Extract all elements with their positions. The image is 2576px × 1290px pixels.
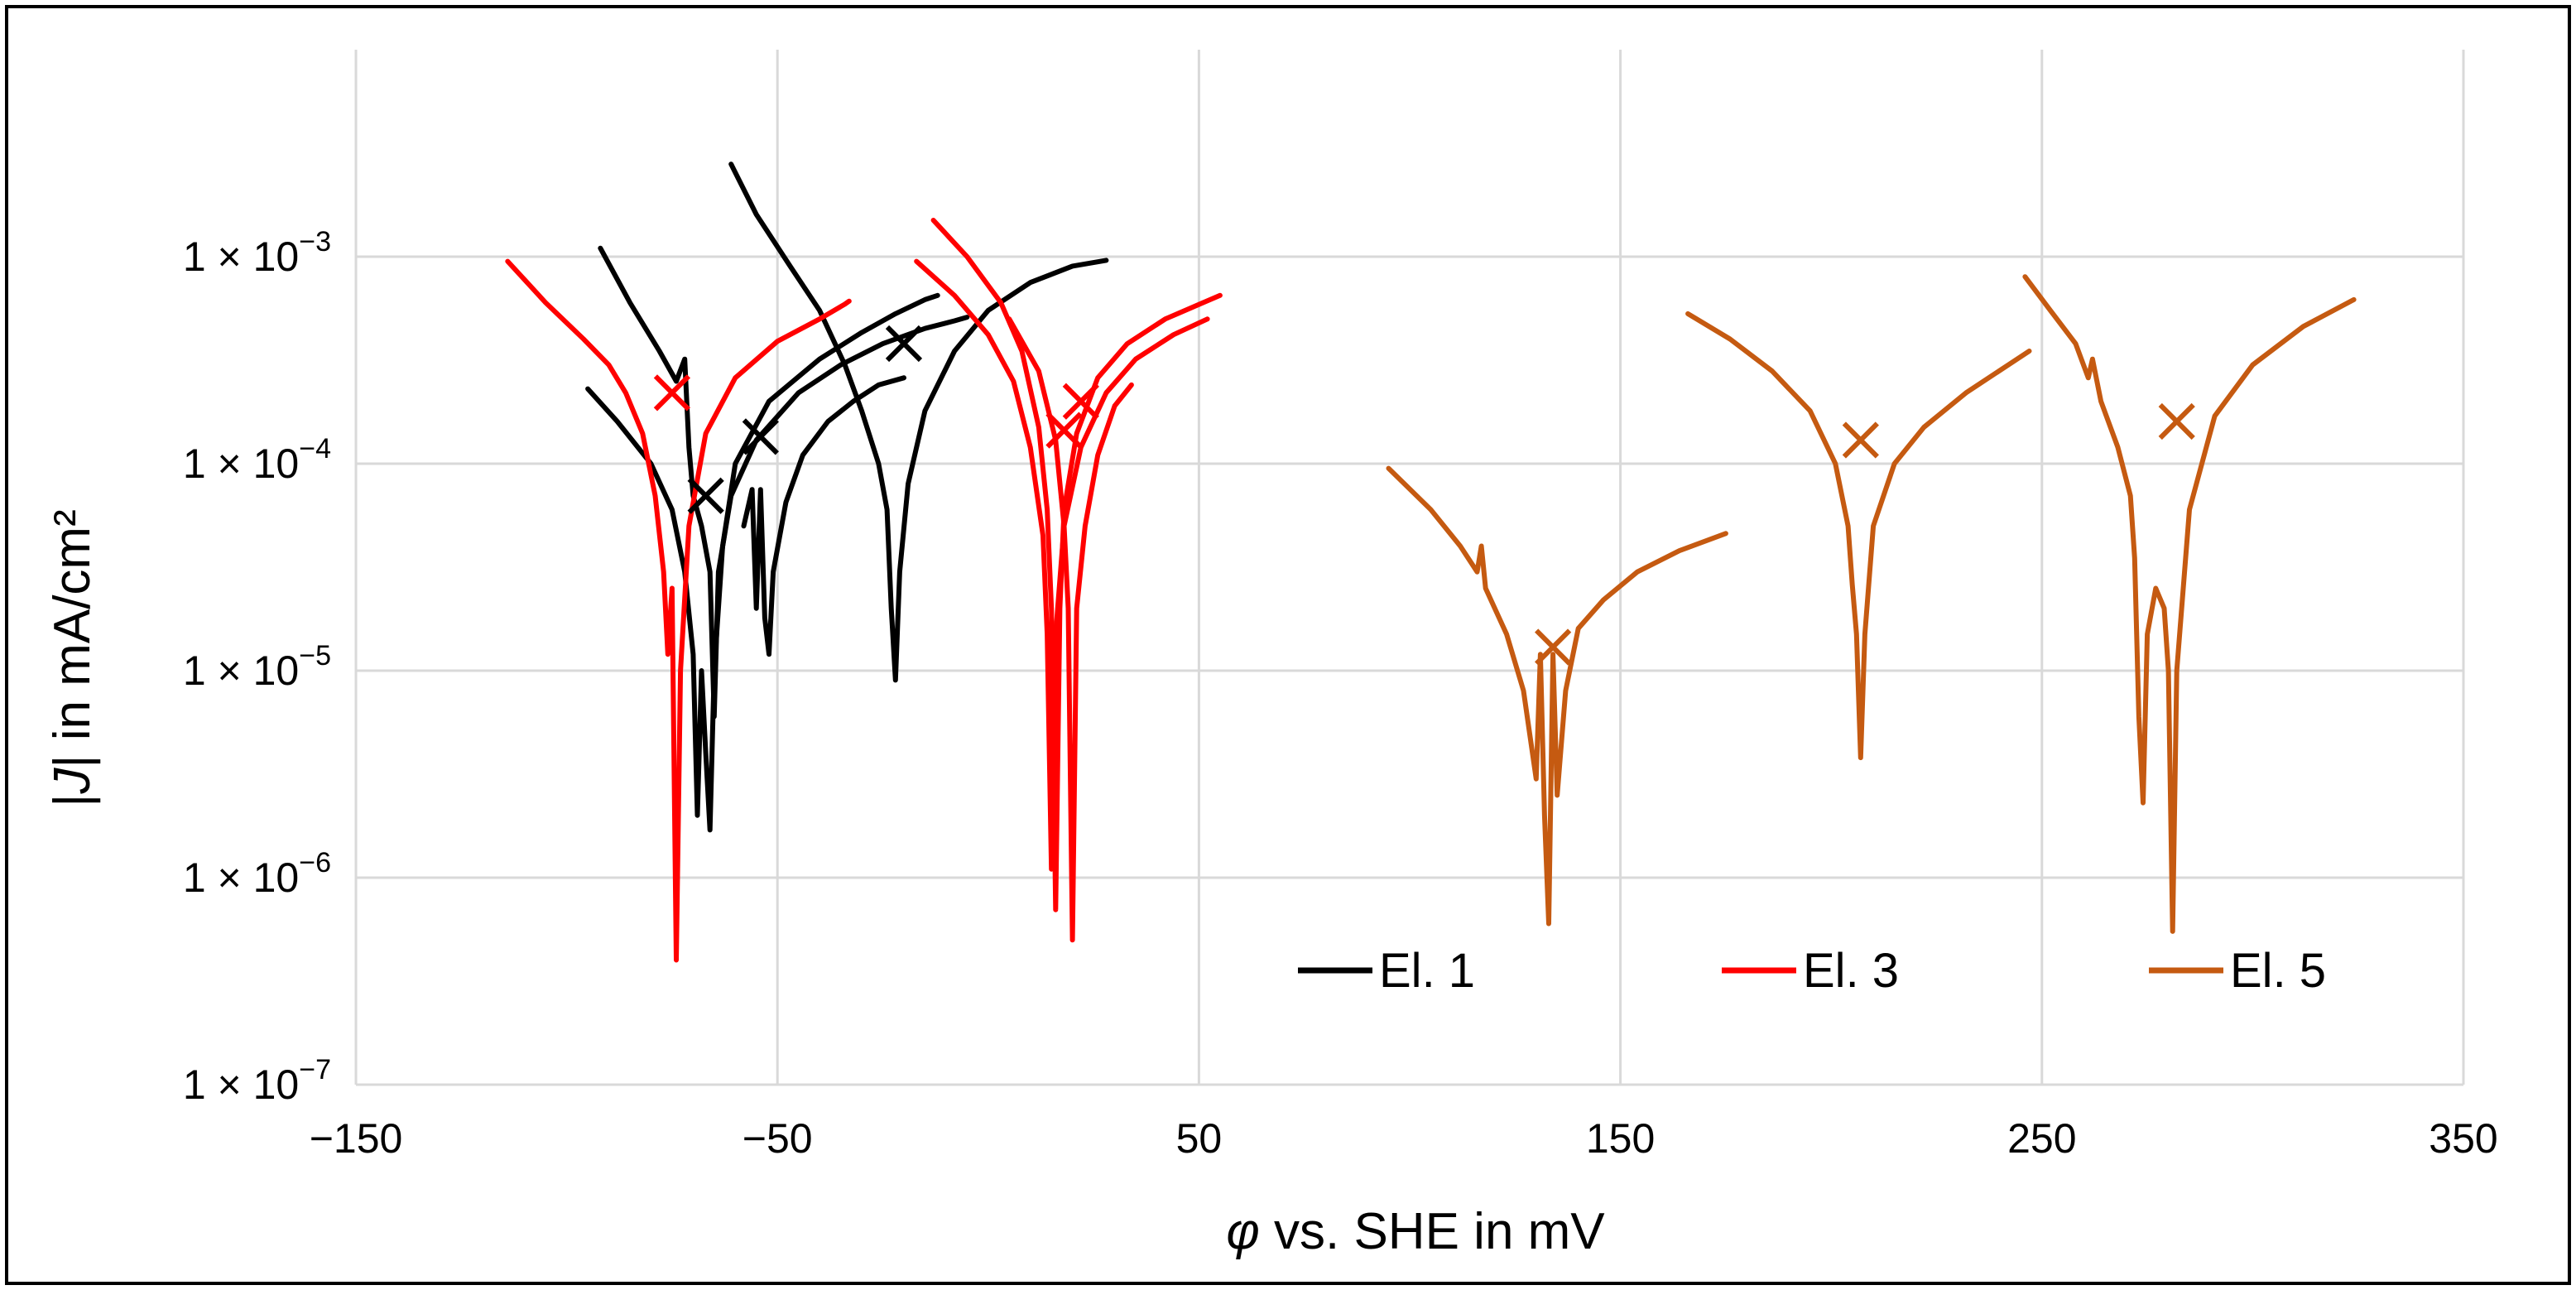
y-tick-label: 1 × 10−7 [183,1054,331,1108]
corrosion-marker [2158,402,2195,440]
x-axis-title-text: vs. SHE in mV [1260,1203,1606,1260]
x-tick-label: −50 [743,1115,813,1162]
series-curve-1 [598,245,970,720]
x-axis-title-symbol: φ [1226,1203,1259,1260]
y-axis-title-bar: | [44,794,101,807]
series-curve-1 [741,375,906,657]
legend-label: El. 5 [2230,944,2326,998]
legend-label: El. 3 [1803,944,1899,998]
series-curve-2 [914,258,1210,872]
corrosion-marker [885,325,923,363]
y-tick-label-exponent: −6 [299,847,331,878]
series-curve-3 [2022,274,2357,934]
y-tick-label-base: 1 × 10 [183,440,299,487]
corrosion-marker [1045,412,1083,449]
y-tick-label-base: 1 × 10 [183,647,299,694]
x-tick-label: −150 [310,1115,403,1162]
legend-label: El. 1 [1379,944,1475,998]
y-tick-label-exponent: −3 [299,226,331,258]
x-axis-title: φ vs. SHE in mV [1226,1203,1605,1260]
marker-layer [653,325,2195,666]
y-tick-label-base: 1 × 10 [183,1061,299,1108]
corrosion-marker [1842,421,1879,459]
curve-layer [505,161,2357,963]
x-tick-label: 150 [1586,1115,1655,1162]
series-curve-3 [1386,465,1728,927]
grid-layer [354,50,2465,1085]
y-axis-title-symbol: J [44,768,101,795]
y-tick-label-base: 1 × 10 [183,233,299,280]
y-tick-label: 1 × 10−5 [183,640,331,694]
y-axis-title-text: | in mA/cm² [44,509,101,768]
corrosion-marker [1535,628,1572,666]
corrosion-marker [687,477,724,514]
series-curve-3 [1685,310,2032,761]
corrosion-marker [653,374,691,412]
y-tick-label: 1 × 10−6 [183,847,331,901]
series-curve-1 [728,161,1109,683]
x-tick-label: 50 [1176,1115,1223,1162]
x-tick-label: 350 [2429,1115,2497,1162]
y-tick-label: 1 × 10−4 [183,433,331,487]
y-tick-label-exponent: −5 [299,640,331,671]
chart-border [5,5,2571,1285]
corrosion-marker [1062,383,1099,420]
y-axis-title: |J| in mA/cm² [44,509,101,806]
x-tick-label: 250 [2007,1115,2076,1162]
y-tick-label-exponent: −4 [299,433,331,464]
series-curve-1 [585,292,940,833]
y-tick-label-exponent: −7 [299,1054,331,1085]
series-curve-2 [505,258,852,963]
legend: El. 1 El. 3 El. 5 [1298,944,2326,998]
y-tick-label: 1 × 10−3 [183,226,331,280]
corrosion-marker [742,418,779,455]
y-tick-label-base: 1 × 10 [183,854,299,901]
